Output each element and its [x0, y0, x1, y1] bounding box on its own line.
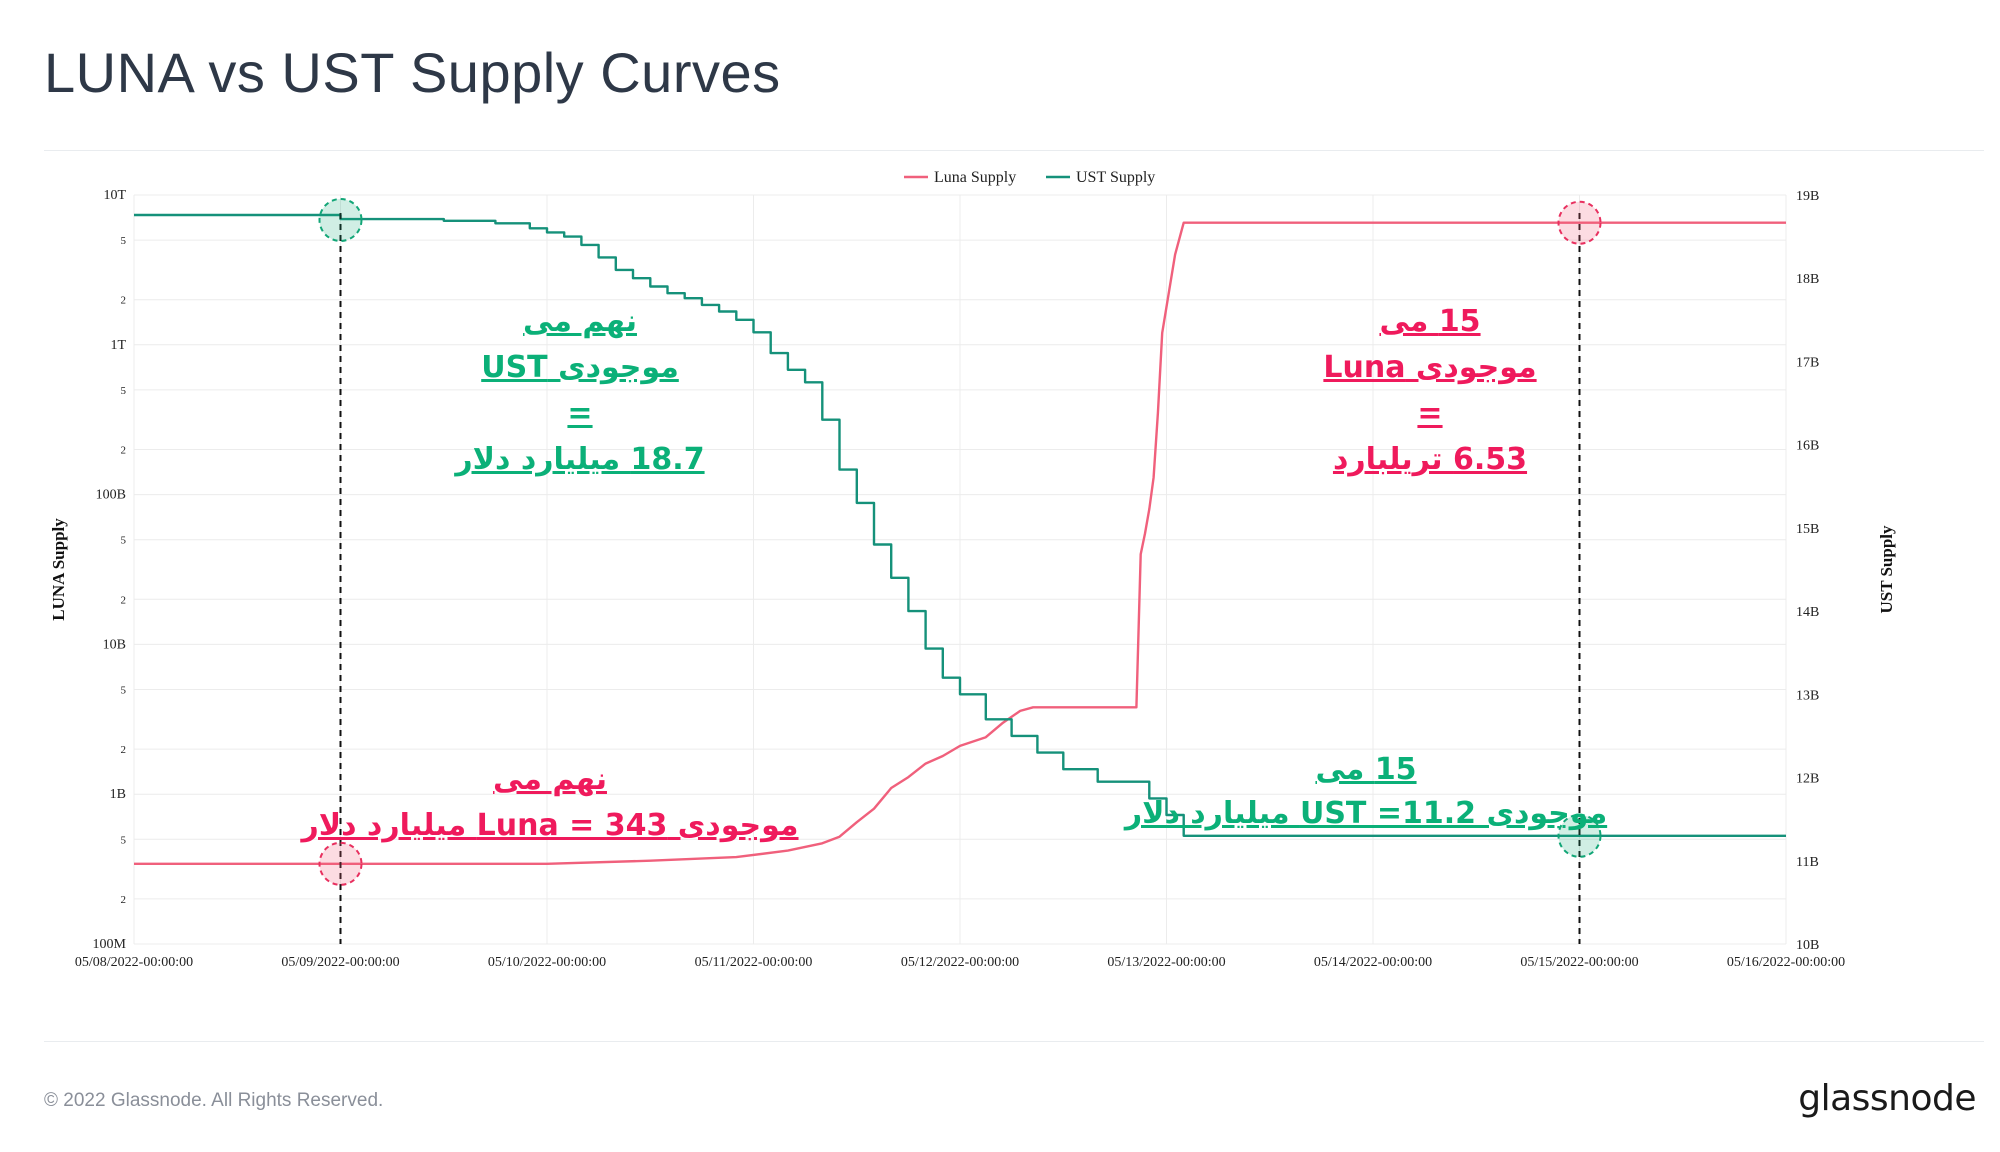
y-left-tick-label: 2: [121, 894, 127, 906]
y-right-tick-label: 19B: [1796, 189, 1819, 204]
chart-frame: 100M 2 5 1B 2 5 10B 2 5 100B 2 5 1T 2 5 10T 10B 11B 12B 13B…: [44, 150, 1984, 1042]
y-right-tick-label: 12B: [1796, 772, 1819, 787]
annotation-luna-may9: موجودی Luna = 343 میلیارد دلار: [299, 808, 798, 843]
y-left-tick-label: 5: [121, 535, 127, 547]
annotation-ust-may9: موجودی UST: [481, 350, 679, 385]
x-tick-label: 05/11/2022-00:00:00: [695, 955, 813, 970]
y-left-tick-label: 5: [121, 684, 127, 696]
legend-label-ust: UST Supply: [1076, 169, 1155, 186]
y-left-tick-label: 5: [121, 235, 127, 247]
y-left-tick-label: 10B: [103, 637, 126, 652]
luna-highlight-marker: [318, 841, 363, 886]
y-left-tick-label: 5: [121, 385, 127, 397]
annotation-luna-may9: نهم می: [493, 762, 607, 797]
y-right-axis-title: UST Supply: [1877, 525, 1896, 614]
luna-highlight-marker: [1557, 200, 1602, 245]
y-right-tick-label: 18B: [1796, 272, 1819, 287]
x-tick-label: 05/16/2022-00:00:00: [1727, 955, 1845, 970]
x-tick-label: 05/10/2022-00:00:00: [488, 955, 606, 970]
annotation-ust-may15: موجودی UST =11.2 میلیارد دلار: [1123, 796, 1607, 831]
glassnode-logo: glassnode: [1798, 1078, 1976, 1119]
x-tick-label: 05/12/2022-00:00:00: [901, 955, 1019, 970]
legend-label-luna: Luna Supply: [934, 169, 1016, 186]
y-left-tick-label: 1B: [110, 787, 126, 802]
y-left-tick-label: 10T: [103, 188, 126, 203]
copyright-text: © 2022 Glassnode. All Rights Reserved.: [44, 1090, 384, 1111]
annotation-luna-may15: 15 می: [1379, 304, 1480, 339]
y-left-tick-label: 2: [121, 295, 127, 307]
x-tick-label: 05/15/2022-00:00:00: [1520, 955, 1638, 970]
annotation-luna-may15: =: [1417, 396, 1442, 431]
annotation-ust-may9: 18.7 میلیارد دلار: [453, 442, 704, 477]
y-right-tick-label: 14B: [1796, 605, 1819, 620]
y-left-tick-label: 5: [121, 834, 127, 846]
y-left-tick-label: 100B: [96, 488, 126, 503]
annotation-ust-may15: 15 می: [1315, 752, 1416, 787]
x-tick-label: 05/08/2022-00:00:00: [75, 955, 193, 970]
y-left-tick-label: 2: [121, 445, 127, 457]
y-right-tick-label: 15B: [1796, 522, 1819, 537]
page-title: LUNA vs UST Supply Curves: [44, 41, 781, 104]
annotation-ust-may9: =: [567, 396, 592, 431]
supply-chart: 100M 2 5 1B 2 5 10B 2 5 100B 2 5 1T 2 5 10T 10B 11B 12B 13B…: [49, 169, 1896, 970]
y-left-tick-label: 2: [121, 744, 127, 756]
ust-supply-line: [134, 213, 1786, 837]
annotation-luna-may15: موجودی Luna: [1323, 350, 1536, 385]
legend: Luna Supply UST Supply: [904, 169, 1155, 186]
y-right-tick-label: 13B: [1796, 688, 1819, 703]
y-right-tick-label: 11B: [1796, 855, 1819, 870]
luna-supply-line: [134, 221, 1786, 865]
annotation-luna-may15: 6.53 تریلبارد: [1333, 442, 1527, 477]
ust-highlight-marker: [318, 197, 363, 242]
x-tick-label: 05/13/2022-00:00:00: [1107, 955, 1225, 970]
x-tick-label: 05/09/2022-00:00:00: [281, 955, 399, 970]
y-right-tick-label: 17B: [1796, 355, 1819, 370]
y-left-tick-label: 100M: [93, 937, 127, 952]
y-left-axis-title: LUNA Supply: [49, 518, 68, 621]
y-left-tick-label: 2: [121, 594, 127, 606]
y-left-tick-label: 1T: [110, 338, 126, 353]
y-right-tick-label: 10B: [1796, 938, 1819, 953]
y-right-tick-label: 16B: [1796, 439, 1819, 454]
x-tick-label: 05/14/2022-00:00:00: [1314, 955, 1432, 970]
annotation-ust-may9: نهم می: [523, 304, 637, 339]
ust-highlight-marker: [1557, 813, 1602, 858]
